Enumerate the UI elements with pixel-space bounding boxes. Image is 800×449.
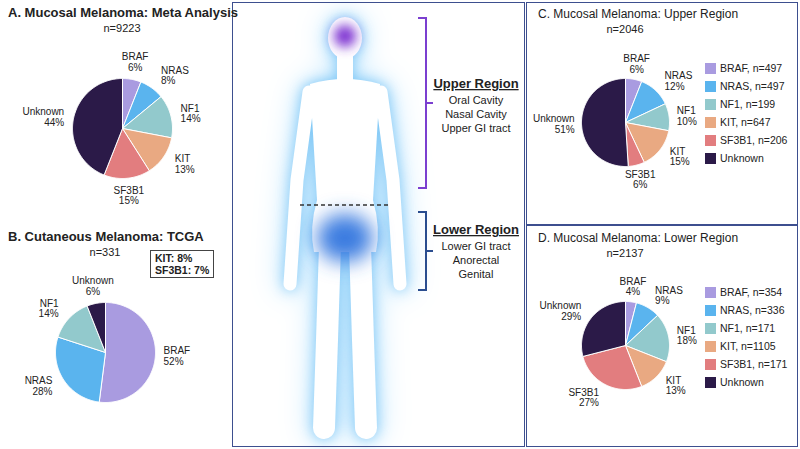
html-text:n=2046: n=2046: [606, 23, 644, 35]
svg-text:SF3B115%: SF3B115%: [114, 185, 145, 207]
svg-text:KIT13%: KIT13%: [666, 375, 686, 397]
svg-text:Unknown51%: Unknown51%: [533, 113, 575, 135]
svg-text:NF114%: NF114%: [181, 103, 201, 125]
html-text:KIT: 8%: KIT: 8%: [155, 252, 193, 264]
html-text:n=9223: n=9223: [103, 22, 141, 34]
svg-text:NF110%: NF110%: [677, 105, 697, 127]
html-text:A. Mucosal Melanoma: Meta Anal: A. Mucosal Melanoma: Meta Analysis: [8, 5, 238, 20]
svg-text:Lower GI tract: Lower GI tract: [441, 240, 510, 252]
svg-text:Anorectal: Anorectal: [453, 254, 499, 266]
svg-text:NRAS8%: NRAS8%: [161, 65, 189, 87]
html-text:NF1, n=199: NF1, n=199: [720, 98, 776, 110]
html-text:C. Mucosal Melanoma: Upper Reg: C. Mucosal Melanoma: Upper Region: [538, 7, 739, 21]
html-text:Unknown: Unknown: [720, 376, 764, 388]
svg-text:Upper Region: Upper Region: [433, 76, 518, 91]
svg-text:BRAF6%: BRAF6%: [623, 53, 650, 75]
svg-text:Oral Cavity: Oral Cavity: [449, 94, 504, 106]
svg-text:Unknown6%: Unknown6%: [72, 275, 114, 297]
svg-text:NF114%: NF114%: [39, 298, 59, 320]
html-text:BRAF, n=497: BRAF, n=497: [720, 62, 783, 74]
svg-text:NRAS9%: NRAS9%: [655, 285, 683, 307]
svg-text:Upper GI tract: Upper GI tract: [441, 122, 510, 134]
svg-text:KIT13%: KIT13%: [175, 153, 195, 175]
svg-text:NRAS28%: NRAS28%: [25, 375, 53, 397]
svg-text:Lower Region: Lower Region: [433, 222, 519, 237]
svg-text:Genital: Genital: [459, 268, 494, 280]
html-text:KIT, n=1105: KIT, n=1105: [720, 340, 776, 352]
html-text:B. Cutaneous Melanoma: TCGA: B. Cutaneous Melanoma: TCGA: [8, 229, 204, 244]
html-text:SF3B1, n=171: SF3B1, n=171: [720, 358, 788, 370]
html-text:Unknown: Unknown: [720, 152, 764, 164]
html-text:SF3B1, n=206: SF3B1, n=206: [720, 134, 788, 146]
html-text:D. Mucosal Melanoma: Lower Reg: D. Mucosal Melanoma: Lower Region: [538, 231, 739, 245]
html-text:BRAF, n=354: BRAF, n=354: [720, 286, 783, 298]
svg-text:Nasal Cavity: Nasal Cavity: [445, 108, 507, 120]
html-text:n=2137: n=2137: [606, 247, 644, 259]
svg-text:KIT15%: KIT15%: [670, 146, 690, 168]
html-text:SF3B1: 7%: SF3B1: 7%: [155, 264, 210, 276]
html-text:NRAS, n=497: NRAS, n=497: [720, 80, 785, 92]
svg-text:Unknown44%: Unknown44%: [22, 106, 64, 128]
svg-text:NF118%: NF118%: [677, 325, 697, 347]
svg-text:Unknown29%: Unknown29%: [540, 300, 582, 322]
html-text:n=331: n=331: [89, 246, 121, 258]
svg-text:SF3B127%: SF3B127%: [568, 387, 599, 409]
svg-text:SF3B16%: SF3B16%: [625, 169, 656, 191]
svg-text:NRAS12%: NRAS12%: [665, 70, 693, 92]
svg-text:BRAF6%: BRAF6%: [122, 51, 149, 73]
html-text:NF1, n=171: NF1, n=171: [720, 322, 776, 334]
svg-text:BRAF52%: BRAF52%: [164, 345, 191, 367]
html-text:NRAS, n=336: NRAS, n=336: [720, 304, 785, 316]
html-text:KIT, n=647: KIT, n=647: [720, 116, 771, 128]
svg-text:BRAF4%: BRAF4%: [620, 276, 647, 298]
